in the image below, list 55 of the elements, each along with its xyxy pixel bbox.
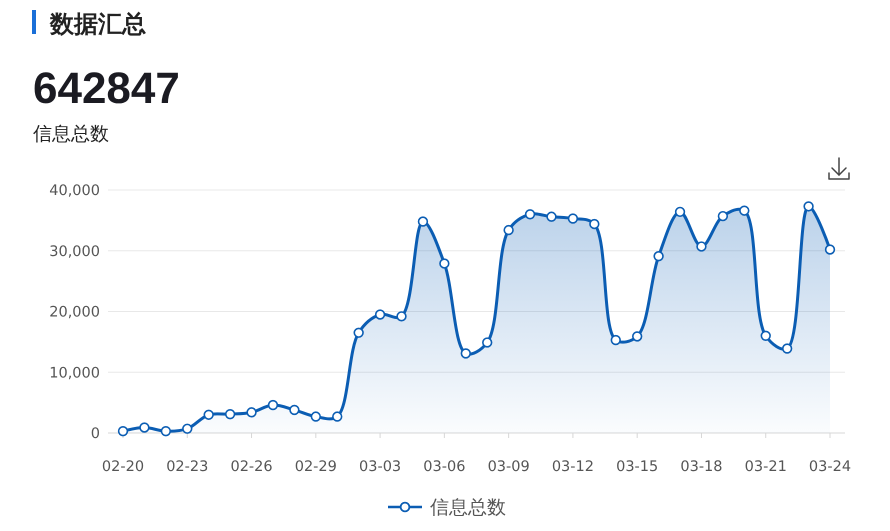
point — [632, 331, 642, 342]
point — [224, 409, 236, 420]
legend-label: 信息总数 — [430, 496, 506, 519]
x-tick-label: 03-21 — [744, 459, 787, 475]
point — [374, 309, 386, 320]
y-tick-label: 30,000 — [49, 244, 100, 260]
y-tick-label: 20,000 — [49, 304, 100, 321]
text: 642847 — [33, 64, 180, 113]
point — [718, 210, 728, 222]
x-tick-label: 03-12 — [552, 459, 594, 475]
point — [332, 411, 342, 422]
point — [782, 343, 792, 354]
point — [696, 241, 707, 252]
point — [674, 206, 686, 218]
x-tick-label: 03-15 — [616, 459, 658, 475]
point — [246, 407, 257, 418]
y-tick-label: 10,000 — [49, 365, 100, 382]
point — [460, 348, 471, 359]
point — [182, 424, 192, 434]
point — [739, 205, 750, 216]
point — [546, 212, 557, 222]
point — [824, 244, 836, 255]
point — [268, 400, 278, 410]
point — [353, 328, 364, 338]
point — [803, 201, 814, 212]
x-tick-label: 03-03 — [359, 459, 402, 475]
point — [396, 311, 407, 322]
x-tick-label: 03-24 — [808, 459, 852, 475]
point — [139, 422, 150, 433]
x-tick-label: 03-09 — [488, 459, 530, 475]
x-tick-label: 02-29 — [294, 459, 337, 475]
point — [439, 258, 450, 269]
point — [160, 426, 172, 436]
point — [589, 218, 600, 230]
x-tick-label: 02-26 — [230, 459, 273, 475]
x-tick-label: 02-23 — [166, 459, 208, 475]
y-tick-label: 0 — [90, 426, 100, 442]
point — [760, 330, 771, 341]
point — [289, 404, 300, 416]
point — [653, 251, 664, 262]
point — [568, 213, 578, 224]
point — [524, 209, 536, 220]
point — [310, 411, 321, 422]
chart-title: 数据汇总 — [49, 10, 146, 38]
x-tick-label: 03-18 — [680, 459, 723, 475]
x-tick-label: 03-06 — [423, 459, 466, 475]
point — [418, 216, 428, 227]
point — [610, 334, 621, 346]
point — [482, 337, 492, 348]
point — [204, 410, 214, 420]
point — [118, 426, 128, 436]
point — [503, 224, 514, 236]
x-tick-label: 02-20 — [102, 459, 144, 475]
text: 信息总数 — [33, 123, 109, 145]
y-tick-label: 40,000 — [49, 183, 100, 200]
